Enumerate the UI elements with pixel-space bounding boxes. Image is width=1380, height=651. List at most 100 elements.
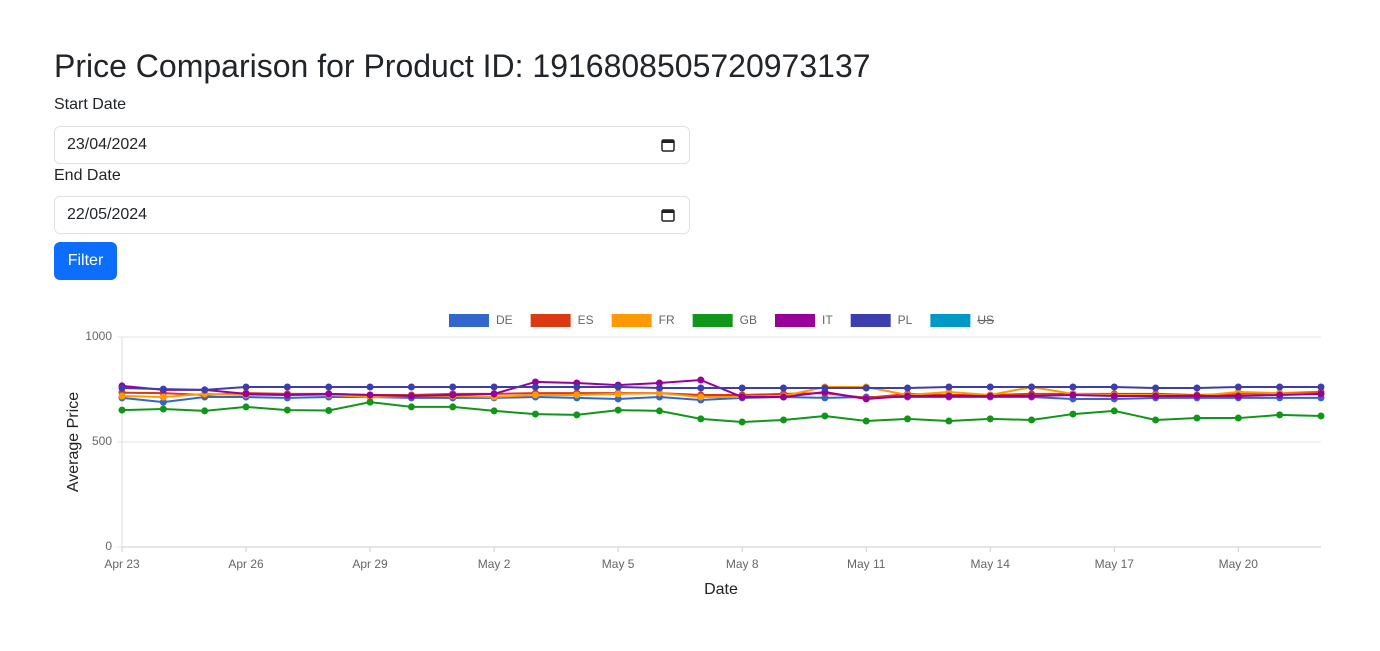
- data-point: [655, 389, 663, 397]
- data-point: [1193, 414, 1201, 422]
- end-label: End Date: [54, 167, 121, 184]
- data-point: [201, 386, 209, 394]
- legend-label: PL: [898, 313, 913, 327]
- data-point: [904, 415, 912, 423]
- x-tick-label: May 14: [971, 557, 1011, 571]
- data-point: [573, 391, 581, 399]
- data-point: [862, 417, 870, 425]
- data-point: [1110, 383, 1118, 391]
- data-point: [366, 391, 374, 399]
- legend-swatch: [448, 314, 489, 327]
- page-title: Price Comparison for Product ID: 1916808…: [54, 48, 871, 84]
- data-point: [614, 383, 622, 391]
- x-tick-label: Apr 26: [228, 557, 264, 571]
- end-date-value: 22/05/2024: [67, 206, 148, 223]
- legend-label: DE: [496, 313, 513, 327]
- x-axis-title: Date: [704, 581, 738, 598]
- data-point: [366, 383, 374, 391]
- data-point: [1276, 383, 1284, 391]
- x-tick-label: May 11: [847, 557, 886, 571]
- data-point: [614, 395, 622, 403]
- x-tick-label: May 2: [478, 557, 511, 571]
- data-point: [407, 403, 415, 411]
- data-point: [1193, 392, 1201, 400]
- data-point: [1110, 407, 1118, 415]
- data-point: [862, 395, 870, 403]
- data-point: [780, 384, 788, 392]
- y-tick-label: 1000: [85, 329, 112, 343]
- data-point: [531, 378, 539, 386]
- data-point: [1069, 410, 1077, 418]
- data-point: [325, 407, 333, 414]
- calendar-icon[interactable]: [661, 138, 675, 152]
- x-tick-label: May 17: [1095, 557, 1135, 571]
- data-point: [242, 383, 250, 391]
- data-point: [821, 384, 829, 392]
- data-point: [531, 410, 539, 418]
- data-point: [1152, 392, 1160, 400]
- data-point: [1028, 383, 1036, 391]
- data-point: [1234, 414, 1242, 422]
- series-line: [121, 401, 1322, 424]
- legend-label: IT: [822, 313, 833, 327]
- data-point: [1317, 383, 1325, 391]
- data-point: [366, 398, 374, 406]
- data-point: [904, 392, 912, 400]
- data-point: [531, 391, 539, 399]
- start-date-input[interactable]: 23/04/2024: [54, 126, 690, 164]
- filter-button[interactable]: Filter: [54, 242, 117, 280]
- start-label: Start Date: [54, 96, 127, 113]
- data-point: [242, 390, 250, 398]
- data-point: [986, 383, 994, 391]
- data-point: [283, 391, 291, 399]
- data-point: [945, 392, 953, 400]
- data-point: [159, 405, 167, 413]
- data-point: [986, 392, 994, 400]
- data-point: [655, 407, 663, 415]
- legend-label: FR: [659, 313, 675, 327]
- data-point: [821, 394, 829, 402]
- data-point: [738, 384, 746, 392]
- calendar-icon[interactable]: [661, 208, 675, 222]
- data-point: [201, 407, 209, 415]
- data-point: [118, 406, 126, 414]
- end-date-input[interactable]: 22/05/2024: [54, 196, 690, 234]
- data-point: [1276, 411, 1284, 419]
- data-point: [697, 384, 705, 392]
- data-point: [159, 393, 167, 401]
- data-point: [1152, 384, 1160, 392]
- data-point: [738, 418, 746, 426]
- data-point: [1317, 412, 1325, 420]
- data-point: [325, 390, 333, 398]
- data-point: [1234, 383, 1242, 391]
- data-point: [449, 403, 457, 411]
- data-point: [697, 376, 705, 384]
- data-point: [1110, 392, 1118, 400]
- data-point: [697, 415, 705, 423]
- data-point: [118, 392, 126, 400]
- legend-swatch: [530, 314, 571, 327]
- data-point: [490, 390, 498, 398]
- data-point: [1069, 383, 1077, 391]
- data-point: [945, 417, 953, 425]
- y-tick-label: 500: [92, 434, 112, 448]
- x-tick-label: May 8: [726, 557, 759, 571]
- data-point: [1028, 392, 1036, 400]
- y-tick-label: 0: [105, 539, 112, 553]
- x-tick-label: Apr 29: [352, 557, 388, 571]
- data-point: [118, 384, 126, 392]
- data-point: [614, 390, 622, 398]
- start-date-value: 23/04/2024: [67, 136, 148, 153]
- legend-label: GB: [740, 313, 757, 327]
- data-point: [1234, 392, 1242, 400]
- data-point: [325, 383, 333, 391]
- data-point: [407, 392, 415, 400]
- data-point: [1069, 391, 1077, 399]
- legend-swatch: [692, 314, 733, 327]
- data-point: [490, 383, 498, 391]
- data-point: [655, 384, 663, 392]
- data-point: [1276, 391, 1284, 399]
- data-point: [159, 398, 167, 406]
- legend-swatch: [930, 314, 971, 327]
